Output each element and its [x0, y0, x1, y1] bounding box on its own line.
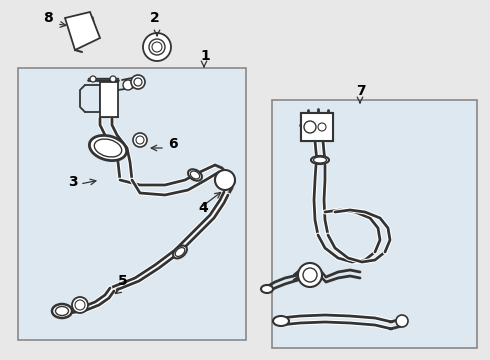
Text: 5: 5 [118, 274, 128, 288]
Text: 4: 4 [198, 201, 208, 215]
Circle shape [396, 315, 408, 327]
Circle shape [131, 75, 145, 89]
Ellipse shape [190, 171, 199, 179]
Circle shape [72, 297, 88, 313]
Ellipse shape [311, 156, 329, 164]
Text: 7: 7 [356, 84, 366, 98]
Ellipse shape [215, 174, 235, 186]
Ellipse shape [188, 169, 202, 181]
Ellipse shape [55, 306, 69, 315]
Text: 2: 2 [150, 11, 160, 25]
Circle shape [133, 133, 147, 147]
Circle shape [215, 170, 235, 190]
Circle shape [152, 42, 162, 52]
Circle shape [143, 33, 171, 61]
Circle shape [149, 39, 165, 55]
Polygon shape [65, 12, 100, 50]
Ellipse shape [314, 157, 326, 163]
Circle shape [75, 300, 85, 310]
Bar [100, 82, 118, 117]
Circle shape [123, 80, 133, 90]
Bar [301, 113, 333, 141]
Circle shape [136, 136, 144, 144]
Text: 1: 1 [200, 49, 210, 63]
Text: 8: 8 [43, 11, 53, 25]
Text: 3: 3 [68, 175, 77, 189]
Ellipse shape [175, 248, 185, 256]
Circle shape [298, 263, 322, 287]
Text: 6: 6 [168, 137, 178, 151]
Circle shape [303, 268, 317, 282]
Ellipse shape [52, 304, 72, 318]
Circle shape [304, 121, 316, 133]
Ellipse shape [273, 316, 289, 326]
Ellipse shape [89, 135, 126, 161]
Circle shape [110, 76, 116, 82]
Circle shape [134, 78, 142, 86]
Bar [18, 68, 246, 340]
Ellipse shape [173, 246, 187, 258]
Ellipse shape [94, 139, 122, 157]
Bar [272, 100, 477, 348]
Circle shape [90, 76, 96, 82]
Circle shape [318, 123, 326, 131]
Ellipse shape [261, 285, 273, 293]
